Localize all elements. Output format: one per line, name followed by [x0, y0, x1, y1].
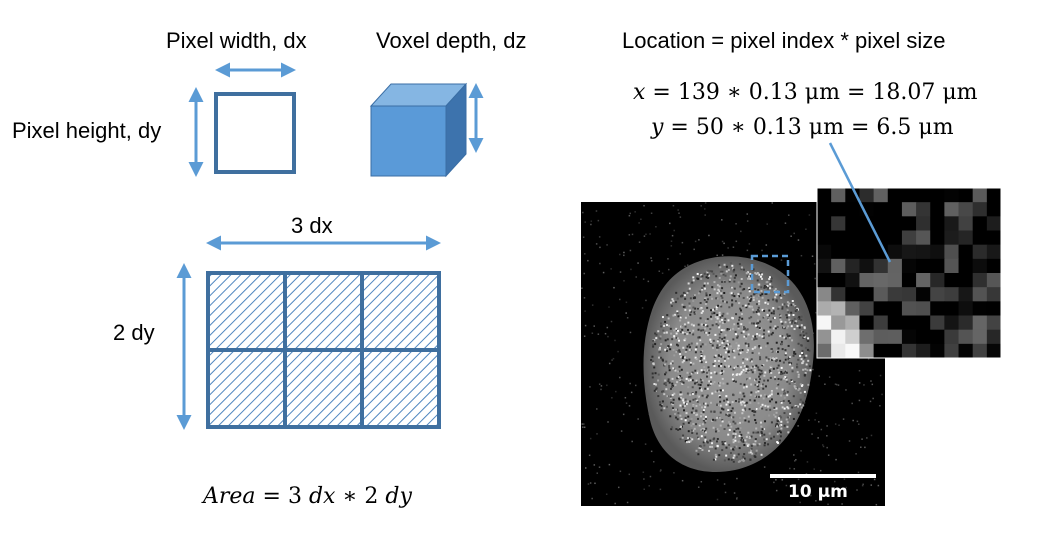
pointer-arrow	[828, 142, 892, 263]
voxel-cube	[369, 82, 468, 178]
voxel-depth-label: Voxel depth, dz	[376, 28, 527, 53]
y-equation: y = 50 ∗ 0.13 μm = 6.5 μm	[651, 115, 954, 140]
pixel-height-label: Pixel height, dy	[12, 118, 162, 143]
pixel-grid	[206, 271, 441, 429]
area-equation: Area = 3 dx ∗ 2 dy	[203, 484, 412, 509]
pixel-width-label: Pixel width, dx	[166, 28, 307, 53]
zoom-region-box	[750, 254, 790, 294]
grid-height-label: 2 dy	[113, 320, 155, 345]
scale-bar-label: 10 μm	[788, 482, 848, 502]
grid-width-label: 3 dx	[291, 213, 333, 238]
zoom-inset	[816, 187, 1002, 359]
location-title: Location = pixel index * pixel size	[622, 28, 946, 53]
pixel-square	[214, 92, 296, 174]
x-equation: x = 139 ∗ 0.13 μm = 18.07 μm	[633, 80, 978, 105]
